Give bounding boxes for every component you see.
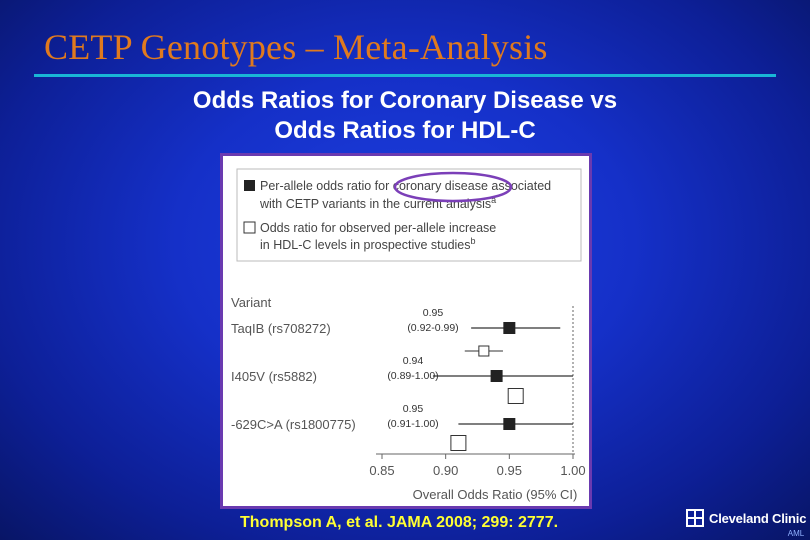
- estimate-value-label: 0.95: [403, 403, 424, 415]
- slide-title: CETP Genotypes – Meta-Analysis: [44, 27, 548, 67]
- legend-filled-line-2: with CETP variants in the current analys…: [259, 195, 496, 211]
- logo-subtext: AML: [787, 529, 805, 538]
- forest-plot-figure: Per-allele odds ratio for coronary disea…: [220, 153, 592, 509]
- title-underline: [34, 74, 776, 77]
- x-tick-label: 0.90: [433, 463, 458, 478]
- x-tick-label: 1.00: [560, 463, 585, 478]
- estimate-value-label: 0.95: [423, 307, 444, 319]
- forest-plot-marks: 0.85 0.90 0.95 1.00 TaqIB (rs708272) 0.95 (0.9…: [231, 306, 586, 478]
- or-marker-filled: [503, 418, 516, 430]
- legend-filled-line-2-text: with CETP variants in the current analys…: [259, 197, 491, 211]
- logo-name: Cleveland Clinic: [709, 510, 807, 526]
- legend-filled-marker: [244, 180, 255, 191]
- variant-label: -629C>A (rs1800775): [231, 417, 356, 432]
- legend-open-line-2: in HDL-C levels in prospective studiesb: [260, 236, 476, 252]
- variant-header: Variant: [231, 295, 272, 310]
- highlight-oval: [393, 171, 513, 203]
- estimate-ci-label: (0.91-1.00): [387, 418, 438, 430]
- legend-open-line-2-text: in HDL-C levels in prospective studies: [260, 238, 471, 252]
- legend-open-marker: [243, 221, 256, 234]
- estimate-ci-label: (0.92-0.99): [407, 322, 458, 334]
- or-marker-filled: [503, 322, 516, 334]
- x-axis-label: Overall Odds Ratio (95% CI): [413, 487, 578, 502]
- cleveland-clinic-logo: Cleveland Clinic AML: [686, 509, 807, 538]
- or-marker-filled: [490, 370, 503, 382]
- subtitle-line-1: Odds Ratios for Coronary Disease vs: [192, 87, 618, 114]
- legend-filled-superscript: a: [491, 195, 496, 205]
- subtitle-line-2: Odds Ratios for HDL-C: [274, 117, 536, 144]
- citation: Thompson A, et al. JAMA 2008; 299: 2777.: [240, 514, 559, 531]
- legend-filled-line-1: Per-allele odds ratio for coronary disea…: [260, 179, 551, 193]
- legend-open-superscript: b: [471, 236, 476, 246]
- estimate-value-label: 0.94: [403, 355, 424, 367]
- hdl-marker-open: [507, 388, 524, 404]
- hdl-marker-open: [478, 345, 490, 357]
- variant-label: I405V (rs5882): [231, 369, 317, 384]
- variant-label: TaqIB (rs708272): [231, 321, 331, 336]
- x-tick-label: 0.85: [369, 463, 394, 478]
- forest-plot-svg: Per-allele odds ratio for coronary disea…: [231, 168, 586, 502]
- slide-subtitle: Odds Ratios for Coronary Disease vs Odds…: [0, 86, 810, 146]
- x-tick-label: 0.95: [497, 463, 522, 478]
- legend-box: [236, 168, 582, 262]
- legend-open-line-1: Odds ratio for observed per-allele incre…: [260, 221, 496, 235]
- estimate-ci-label: (0.89-1.00): [387, 370, 438, 382]
- cleveland-clinic-mark-icon: [686, 509, 704, 527]
- hdl-marker-open: [450, 435, 467, 451]
